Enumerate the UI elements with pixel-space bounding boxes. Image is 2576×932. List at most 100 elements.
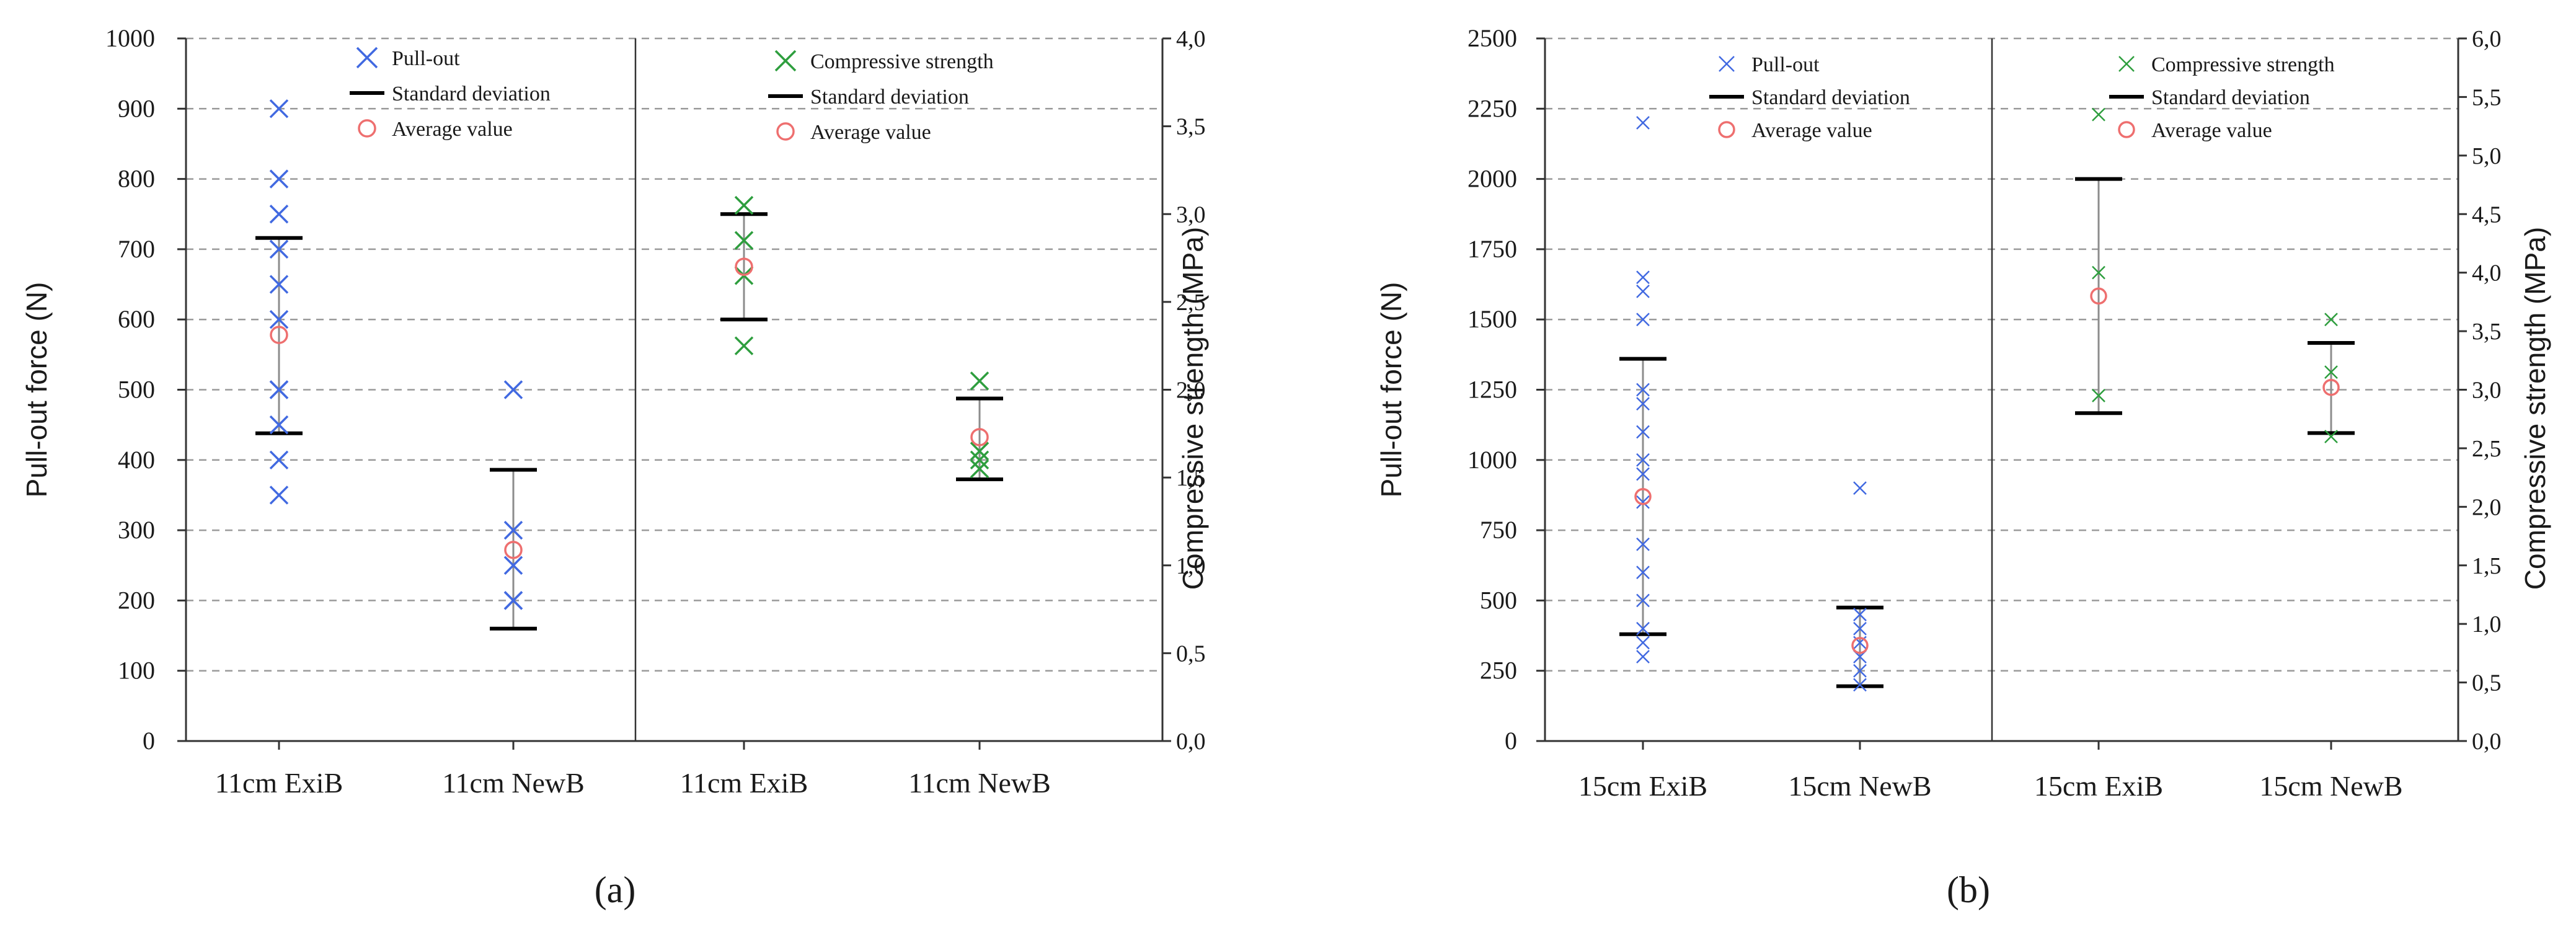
data-point [2324, 430, 2338, 443]
data-point [503, 520, 523, 540]
y-tick-label-left: 200 [118, 586, 155, 614]
data-point-stroke [970, 450, 989, 470]
y-tick-label-left: 600 [118, 305, 155, 333]
data-point [269, 99, 289, 118]
data-point [1636, 650, 1650, 663]
panel-label: (b) [1947, 869, 1990, 910]
y-tick-label-left: 0 [143, 727, 155, 755]
data-point-stroke [1636, 495, 1650, 509]
data-point [269, 486, 289, 505]
data-point [503, 556, 523, 575]
legend-marker-average [358, 119, 376, 138]
data-point [2092, 389, 2105, 402]
data-point [1636, 453, 1650, 467]
data-point-stroke [269, 415, 289, 435]
legend-label-stdev: Standard deviation [1751, 86, 1910, 109]
data-point-stroke [1636, 650, 1650, 663]
data-point [1636, 313, 1650, 327]
data-point-stroke [1636, 636, 1650, 650]
data-point [1853, 663, 1867, 678]
data-point-stroke [1636, 593, 1650, 608]
y-tick-label-left: 100 [118, 657, 155, 685]
y-tick-label-left: 1750 [1467, 235, 1517, 263]
data-point [970, 442, 989, 461]
data-point [1853, 678, 1867, 692]
data-point-stroke [1636, 537, 1650, 551]
data-point-stroke [1636, 397, 1650, 411]
group-3 [2308, 313, 2355, 443]
data-point-stroke [2324, 365, 2338, 379]
x-category-label: 15cm ExiB [2034, 770, 2163, 802]
data-point-stroke [1853, 481, 1867, 495]
legend-marker-pullout [356, 47, 378, 69]
data-point-stroke [269, 99, 289, 118]
legend-marker-compressive [774, 50, 797, 72]
y-tick-label-left: 300 [118, 516, 155, 544]
y-tick-label-left: 750 [1480, 516, 1517, 544]
data-point-stroke [269, 486, 289, 505]
y-tick-label-right: 1,0 [1176, 553, 1206, 579]
y-tick-label-left: 250 [1480, 657, 1517, 685]
data-point [1636, 537, 1650, 551]
legend-label-average: Average value [810, 121, 931, 144]
data-point-stroke [734, 195, 754, 215]
panel-a-chart: 0 100 200 300 400 500 600 700 800 900 1000 0,0 0,5 1,… [20, 24, 1209, 910]
data-point-stroke [1636, 313, 1650, 327]
data-point-stroke [2092, 389, 2105, 402]
legend-marker-average [776, 122, 795, 141]
data-point-stroke [1853, 663, 1867, 678]
y-tick-label-left: 1000 [1467, 446, 1517, 474]
x-category-label: 11cm NewB [908, 767, 1051, 799]
y-tick-label-right: 0,0 [1176, 729, 1206, 755]
y-axis-title-right: Compressive strength (MPa) [2519, 227, 2551, 590]
x-category-label: 15cm NewB [2259, 770, 2402, 802]
legend-label-pullout: Pull-out [1751, 53, 1820, 76]
data-point [1636, 566, 1650, 579]
y-tick-label-right: 4,5 [2472, 202, 2502, 228]
data-point-stroke [1636, 116, 1650, 130]
y-tick-label-left: 500 [1480, 586, 1517, 614]
data-point-stroke [269, 169, 289, 189]
data-point [269, 380, 289, 399]
average-marker [1851, 637, 1869, 654]
data-point [970, 450, 989, 470]
panel-label: (a) [595, 869, 636, 910]
legend-compressive: Compressive strength Standard deviation Av… [2109, 53, 2335, 142]
x-category-label: 15cm NewB [1788, 770, 1931, 802]
data-point [2092, 107, 2105, 122]
data-point [269, 205, 289, 224]
data-point [2324, 313, 2338, 327]
data-point [269, 415, 289, 435]
legend-pullout: Pull-out Standard deviation Average value [1709, 53, 1910, 142]
data-point-stroke [1636, 270, 1650, 285]
data-point [1636, 495, 1650, 509]
data-point-stroke [503, 556, 523, 575]
average-marker [2090, 287, 2107, 305]
average-marker [504, 541, 523, 559]
legend-compressive: Compressive strength Standard deviation Av… [768, 50, 994, 144]
average-marker [2322, 378, 2340, 396]
data-point-stroke [2092, 265, 2105, 280]
data-point-stroke [269, 380, 289, 399]
data-point-stroke [1636, 566, 1650, 579]
y-tick-label-right: 6,0 [2472, 26, 2502, 52]
legend-marker-pullout-stroke [356, 47, 378, 69]
data-point [970, 459, 989, 479]
data-point-stroke [1636, 467, 1650, 481]
legend-pullout: Pull-out Standard deviation Average value [350, 47, 551, 141]
data-point-stroke [970, 442, 989, 461]
data-point-stroke [269, 205, 289, 224]
data-point [734, 231, 754, 250]
legend-label-stdev: Standard deviation [2151, 86, 2310, 109]
group-3 [956, 371, 1003, 481]
data-point-stroke [970, 459, 989, 479]
y-tick-label-right: 2,5 [2472, 436, 2502, 462]
data-point-stroke [503, 520, 523, 540]
data-point-stroke [269, 450, 289, 470]
data-point-stroke [503, 380, 523, 399]
data-point [269, 169, 289, 189]
data-point [1853, 481, 1867, 495]
y-tick-label-right: 5,5 [2472, 84, 2502, 110]
data-point [1636, 593, 1650, 608]
